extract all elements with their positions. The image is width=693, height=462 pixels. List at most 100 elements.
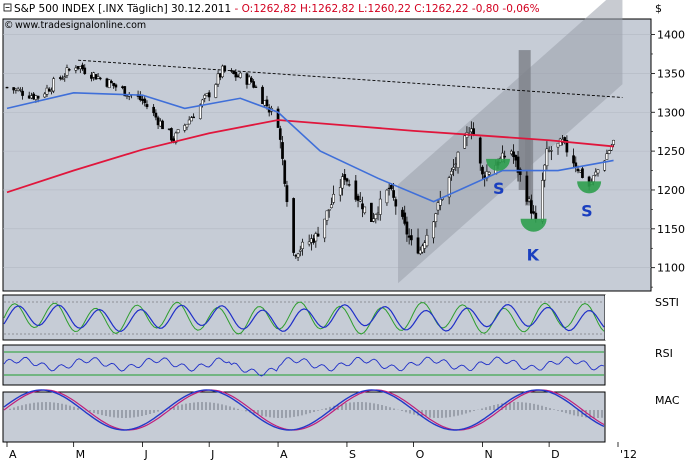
candle-body bbox=[345, 178, 349, 182]
candle-body bbox=[98, 77, 102, 80]
candle-body bbox=[390, 185, 393, 190]
candle-body bbox=[185, 123, 189, 128]
candle-body bbox=[234, 72, 238, 78]
candle-body bbox=[76, 66, 80, 69]
candle-body bbox=[158, 120, 162, 127]
candle-body bbox=[556, 142, 560, 148]
pattern-label-right-shoulder: S bbox=[581, 201, 593, 220]
candle-body bbox=[154, 112, 158, 118]
candle-body bbox=[203, 95, 207, 99]
candle-body bbox=[78, 66, 82, 70]
candle-body bbox=[18, 89, 22, 91]
x-tick-label: A bbox=[9, 448, 17, 461]
quote-line: - O:1262,82 H:1262,82 L:1260,22 C:1262,2… bbox=[231, 3, 539, 15]
macd-lines bbox=[3, 389, 605, 431]
candle-body bbox=[576, 168, 580, 172]
macd-panel bbox=[2, 391, 606, 443]
candle-body bbox=[385, 189, 389, 204]
candle-body bbox=[21, 90, 24, 96]
candle-body bbox=[190, 117, 193, 122]
candle-body bbox=[529, 200, 533, 214]
candle-body bbox=[421, 245, 424, 253]
candle-body bbox=[94, 74, 98, 80]
candle-body bbox=[323, 218, 327, 239]
candle-body bbox=[245, 73, 249, 85]
candle-body bbox=[310, 238, 313, 243]
candle-body bbox=[545, 148, 549, 167]
candle-body bbox=[167, 128, 171, 130]
candle-body bbox=[512, 151, 515, 158]
candle-body bbox=[187, 119, 191, 125]
candle-body bbox=[518, 168, 522, 175]
candle-body bbox=[230, 70, 233, 72]
candle-body bbox=[161, 120, 164, 130]
candle-body bbox=[354, 180, 358, 200]
candle-body bbox=[276, 108, 280, 128]
candle-body bbox=[50, 90, 53, 92]
candle-body bbox=[341, 176, 344, 189]
trendline bbox=[78, 59, 623, 98]
candle-body bbox=[176, 129, 180, 134]
x-tick-label: N bbox=[484, 448, 492, 461]
candle-body bbox=[547, 150, 551, 152]
candle-body bbox=[121, 86, 124, 88]
pattern-marker bbox=[486, 158, 511, 171]
candle-body bbox=[356, 195, 360, 201]
volume-bar bbox=[525, 139, 534, 206]
website-label: www.tradesignalonline.com bbox=[15, 20, 146, 31]
pattern-label-left-shoulder: S bbox=[493, 179, 505, 198]
candle-body bbox=[312, 238, 315, 243]
candle-body bbox=[16, 88, 20, 91]
pattern-marker bbox=[577, 181, 602, 194]
candle-body bbox=[83, 67, 87, 75]
candle-body bbox=[107, 79, 111, 89]
candle-body bbox=[450, 171, 453, 175]
candle-body bbox=[432, 221, 435, 239]
candle-body bbox=[183, 125, 187, 131]
candle-body bbox=[387, 187, 391, 190]
candle-body bbox=[325, 210, 329, 221]
candle-body bbox=[418, 249, 422, 254]
pattern-label-head: K bbox=[527, 246, 540, 265]
candle-body bbox=[252, 81, 255, 88]
candle-body bbox=[572, 155, 575, 164]
y-tick-label: 1300 bbox=[657, 106, 685, 119]
resistance-trendline bbox=[78, 59, 623, 98]
macd-line bbox=[3, 389, 605, 431]
candle-body bbox=[45, 87, 49, 95]
candle-body bbox=[612, 139, 615, 145]
candle-body bbox=[558, 138, 562, 146]
moving-average-50 bbox=[6, 92, 614, 203]
candle-body bbox=[343, 174, 347, 180]
candle-body bbox=[90, 74, 93, 79]
candle-body bbox=[47, 88, 51, 92]
candle-body bbox=[143, 98, 147, 104]
x-tick-label: A bbox=[280, 448, 288, 461]
candle-body bbox=[238, 72, 242, 78]
candle-body bbox=[514, 155, 518, 161]
candle-body bbox=[454, 163, 458, 165]
candle-body bbox=[425, 234, 429, 247]
candle-body bbox=[438, 199, 442, 206]
candle-body bbox=[261, 86, 264, 105]
candle-body bbox=[361, 203, 364, 210]
candle-body bbox=[218, 73, 222, 78]
candle-body bbox=[332, 193, 335, 203]
chart-title: S&P 500 INDEX [.INX Täglich] 30.12.2011 bbox=[14, 3, 231, 15]
ssti-signal-line bbox=[3, 301, 605, 335]
macd-label: MAC bbox=[655, 394, 680, 407]
x-tick-label: J bbox=[144, 448, 148, 461]
candle-body bbox=[145, 104, 149, 108]
candle-body bbox=[607, 150, 611, 154]
candle-body bbox=[532, 211, 535, 214]
candle-body bbox=[81, 64, 84, 70]
candle-body bbox=[65, 67, 69, 76]
candle-body bbox=[223, 65, 227, 72]
candle-body bbox=[14, 88, 18, 91]
copyright-icon: © bbox=[4, 20, 14, 31]
currency-label: $ bbox=[655, 2, 662, 15]
y-tick-label: 1200 bbox=[657, 184, 685, 197]
candle-body bbox=[36, 95, 40, 99]
candle-body bbox=[578, 170, 582, 173]
candle-body bbox=[372, 218, 375, 222]
